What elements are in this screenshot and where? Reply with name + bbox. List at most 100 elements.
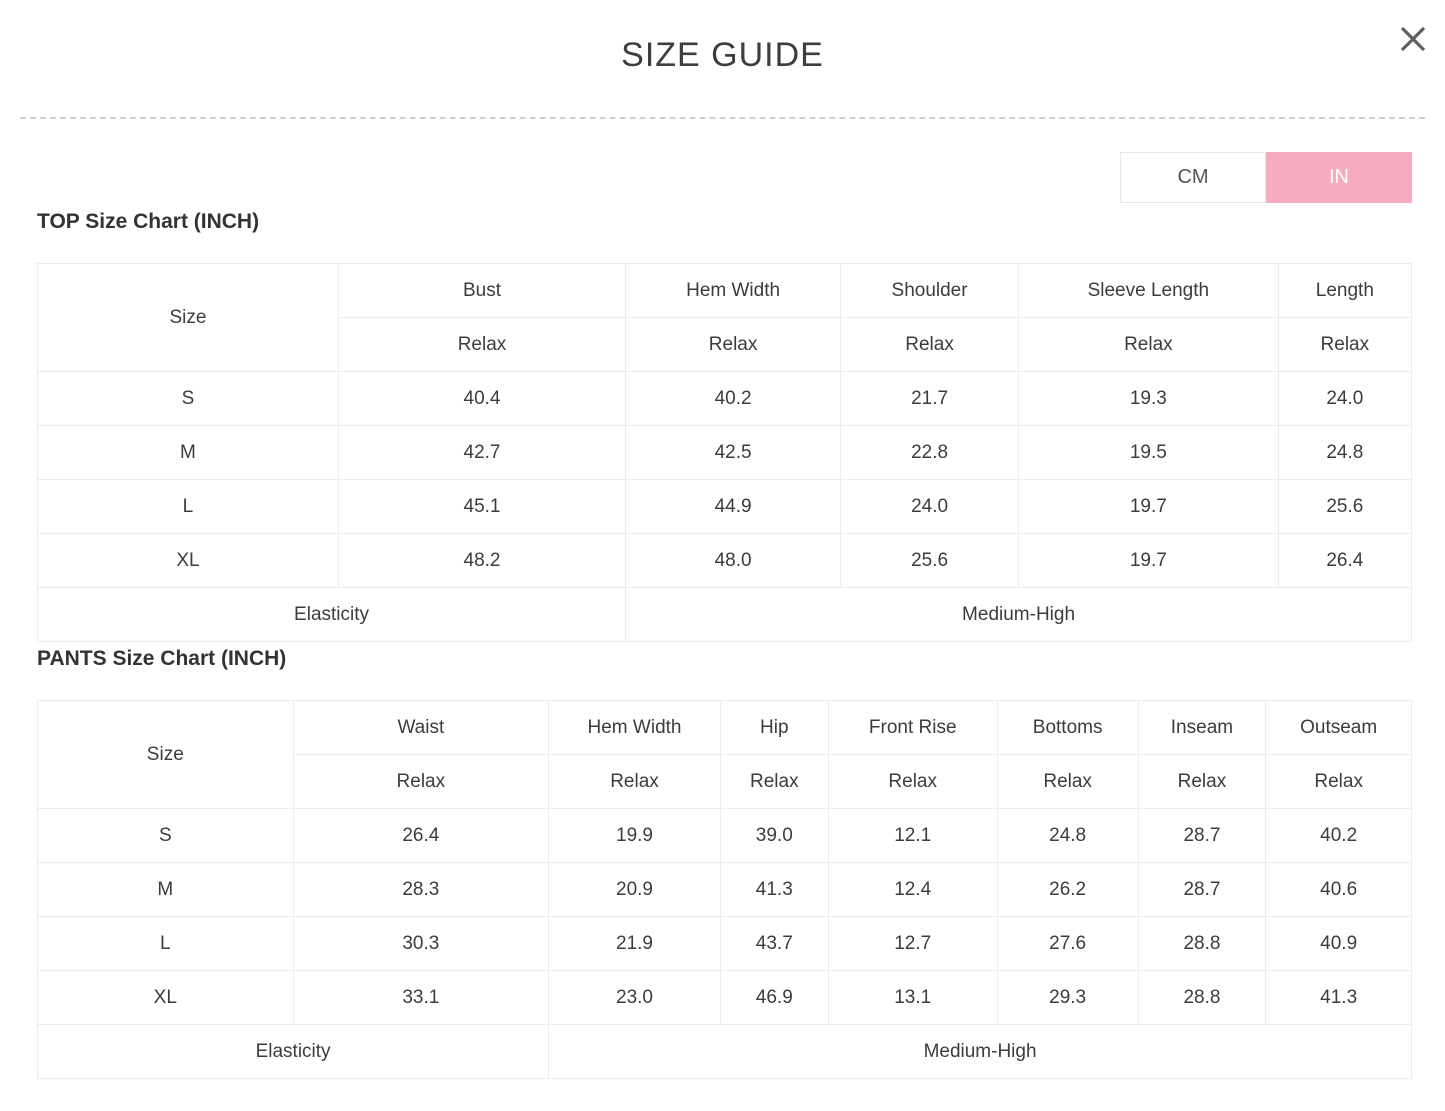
measurement-value: 19.7 bbox=[1018, 479, 1279, 534]
measurement-value: 40.6 bbox=[1265, 862, 1412, 917]
size-label: S bbox=[37, 371, 339, 426]
table-subheader-row: Relax Relax Relax Relax Relax bbox=[38, 317, 1413, 372]
measurement-value: 21.9 bbox=[548, 916, 721, 971]
column-header: Hem Width bbox=[625, 263, 842, 318]
measurement-value: 40.2 bbox=[1265, 808, 1412, 863]
relax-subheader: Relax bbox=[996, 754, 1139, 809]
table-row: S 26.4 19.9 39.0 12.1 24.8 28.7 40.2 bbox=[37, 808, 1412, 863]
relax-subheader: Relax bbox=[827, 754, 998, 809]
measurement-value: 41.3 bbox=[719, 862, 829, 917]
size-label: M bbox=[37, 862, 294, 917]
measurement-value: 40.2 bbox=[625, 371, 842, 426]
size-label: M bbox=[37, 425, 339, 480]
measurement-value: 19.5 bbox=[1018, 425, 1279, 480]
measurement-value: 24.8 bbox=[996, 808, 1139, 863]
measurement-value: 41.3 bbox=[1265, 970, 1412, 1025]
measurement-value: 48.2 bbox=[337, 533, 627, 588]
measurement-value: 42.5 bbox=[625, 425, 842, 480]
pants-size-table: Size Waist Hem Width Hip Front Rise Bott… bbox=[36, 700, 1412, 1079]
measurement-value: 22.8 bbox=[840, 425, 1020, 480]
size-label: L bbox=[37, 916, 294, 971]
measurement-value: 13.1 bbox=[827, 970, 998, 1025]
unit-cm-button[interactable]: CM bbox=[1120, 152, 1266, 203]
size-column-header: Size bbox=[37, 263, 339, 372]
table-subheader-row: Relax Relax Relax Relax Relax Relax Rela… bbox=[38, 754, 1412, 809]
measurement-value: 28.7 bbox=[1137, 808, 1267, 863]
column-header: Length bbox=[1277, 263, 1413, 318]
measurement-value: 12.4 bbox=[827, 862, 998, 917]
relax-subheader: Relax bbox=[1018, 317, 1279, 372]
relax-subheader: Relax bbox=[337, 317, 627, 372]
column-header: Bottoms bbox=[996, 700, 1139, 755]
measurement-value: 28.8 bbox=[1137, 970, 1267, 1025]
measurement-value: 27.6 bbox=[996, 916, 1139, 971]
column-header: Outseam bbox=[1265, 700, 1412, 755]
elasticity-value: Medium-High bbox=[548, 1024, 1412, 1079]
table-row: L 45.1 44.9 24.0 19.7 25.6 bbox=[37, 479, 1413, 534]
unit-in-button[interactable]: IN bbox=[1266, 152, 1412, 203]
column-header: Hip bbox=[719, 700, 829, 755]
table-row: XL 33.1 23.0 46.9 13.1 29.3 28.8 41.3 bbox=[37, 970, 1412, 1025]
measurement-value: 26.4 bbox=[1277, 533, 1413, 588]
size-label: L bbox=[37, 479, 339, 534]
elasticity-row: Elasticity Medium-High bbox=[36, 587, 1412, 642]
measurement-value: 28.3 bbox=[292, 862, 550, 917]
size-label: XL bbox=[37, 970, 294, 1025]
column-header: Bust bbox=[337, 263, 627, 318]
elasticity-row: Elasticity Medium-High bbox=[36, 1024, 1412, 1079]
modal-header: SIZE GUIDE bbox=[0, 0, 1445, 81]
measurement-value: 33.1 bbox=[292, 970, 550, 1025]
relax-subheader: Relax bbox=[548, 754, 721, 809]
measurement-value: 12.7 bbox=[827, 916, 998, 971]
top-chart-heading: TOP Size Chart (INCH) bbox=[37, 210, 260, 233]
size-label: S bbox=[37, 808, 294, 863]
measurement-value: 43.7 bbox=[719, 916, 829, 971]
measurement-value: 28.7 bbox=[1137, 862, 1267, 917]
column-header: Front Rise bbox=[827, 700, 998, 755]
column-header: Waist bbox=[292, 700, 550, 755]
measurement-value: 12.1 bbox=[827, 808, 998, 863]
measurement-value: 28.8 bbox=[1137, 916, 1267, 971]
top-size-table: Size Bust Hem Width Shoulder Sleeve Leng… bbox=[36, 263, 1413, 642]
table-row: L 30.3 21.9 43.7 12.7 27.6 28.8 40.9 bbox=[37, 916, 1412, 971]
table-header-row: Size Waist Hem Width Hip Front Rise Bott… bbox=[37, 700, 1412, 809]
table-row: M 42.7 42.5 22.8 19.5 24.8 bbox=[37, 425, 1413, 480]
pants-chart-heading: PANTS Size Chart (INCH) bbox=[37, 647, 287, 670]
size-column-header: Size bbox=[37, 700, 294, 809]
measurement-value: 20.9 bbox=[548, 862, 721, 917]
relax-subheader: Relax bbox=[1137, 754, 1267, 809]
measurement-value: 24.0 bbox=[840, 479, 1020, 534]
measurement-value: 25.6 bbox=[840, 533, 1020, 588]
measurement-value: 19.7 bbox=[1018, 533, 1279, 588]
relax-subheader: Relax bbox=[719, 754, 829, 809]
table-header-row: Size Bust Hem Width Shoulder Sleeve Leng… bbox=[37, 263, 1413, 372]
measurement-value: 26.4 bbox=[292, 808, 550, 863]
measurement-value: 26.2 bbox=[996, 862, 1139, 917]
relax-subheader: Relax bbox=[1277, 317, 1413, 372]
table-row: XL 48.2 48.0 25.6 19.7 26.4 bbox=[37, 533, 1413, 588]
measurement-value: 40.9 bbox=[1265, 916, 1412, 971]
elasticity-label: Elasticity bbox=[36, 1024, 550, 1079]
measurement-value: 23.0 bbox=[548, 970, 721, 1025]
column-header: Shoulder bbox=[840, 263, 1020, 318]
measurement-value: 24.0 bbox=[1277, 371, 1413, 426]
measurement-value: 42.7 bbox=[337, 425, 627, 480]
measurement-value: 40.4 bbox=[337, 371, 627, 426]
column-header: Hem Width bbox=[548, 700, 721, 755]
relax-subheader: Relax bbox=[1265, 754, 1412, 809]
close-button[interactable] bbox=[1395, 22, 1431, 58]
relax-subheader: Relax bbox=[292, 754, 550, 809]
elasticity-label: Elasticity bbox=[36, 587, 627, 642]
measurement-value: 44.9 bbox=[625, 479, 842, 534]
measurement-value: 25.6 bbox=[1277, 479, 1413, 534]
relax-subheader: Relax bbox=[625, 317, 842, 372]
measurement-value: 24.8 bbox=[1277, 425, 1413, 480]
measurement-value: 48.0 bbox=[625, 533, 842, 588]
unit-toggle: CM IN bbox=[37, 152, 1412, 203]
measurement-value: 19.3 bbox=[1018, 371, 1279, 426]
measurement-value: 46.9 bbox=[719, 970, 829, 1025]
measurement-value: 29.3 bbox=[996, 970, 1139, 1025]
measurement-value: 21.7 bbox=[840, 371, 1020, 426]
close-icon bbox=[1397, 23, 1429, 58]
